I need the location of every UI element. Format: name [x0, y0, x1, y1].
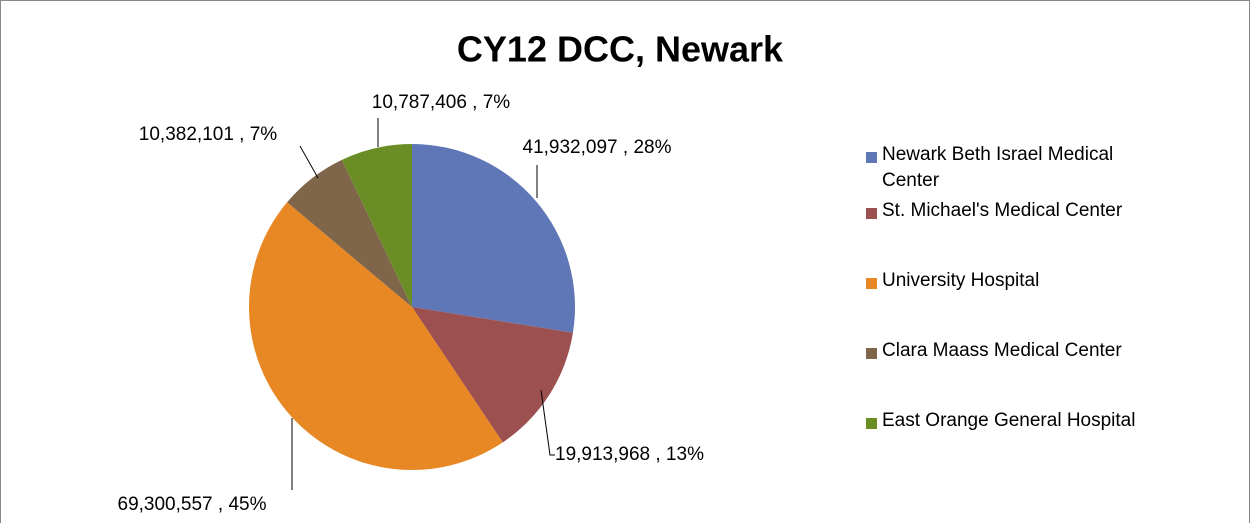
pie-slice	[412, 307, 573, 443]
data-label: 10,382,101 , 7%	[139, 124, 277, 145]
pie-slice	[287, 159, 412, 307]
chart-title: CY12 DCC, Newark	[457, 29, 784, 70]
legend-swatch	[866, 208, 877, 219]
legend-label: Clara Maass Medical Center	[882, 340, 1122, 361]
data-label: 41,932,097 , 28%	[523, 137, 672, 158]
data-label: 10,787,406 , 7%	[372, 92, 510, 113]
legend-label: East Orange General Hospital	[882, 410, 1136, 431]
legend-swatch	[866, 152, 877, 163]
pie-slice	[248, 202, 503, 471]
legend-swatch	[866, 278, 877, 289]
data-label: 69,300,557 , 45%	[118, 494, 267, 515]
legend-label: St. Michael's Medical Center	[882, 200, 1123, 221]
legend-label: University Hospital	[882, 270, 1040, 291]
leader-line	[540, 389, 555, 456]
legend-swatch	[866, 348, 877, 359]
data-label: 19,913,968 , 13%	[555, 444, 704, 465]
pie-slice	[412, 144, 575, 333]
legend-label: Newark Beth Israel Medical Center	[882, 144, 1114, 191]
legend-swatch	[866, 418, 877, 429]
pie-slice	[341, 144, 412, 307]
leader-line	[299, 145, 319, 179]
